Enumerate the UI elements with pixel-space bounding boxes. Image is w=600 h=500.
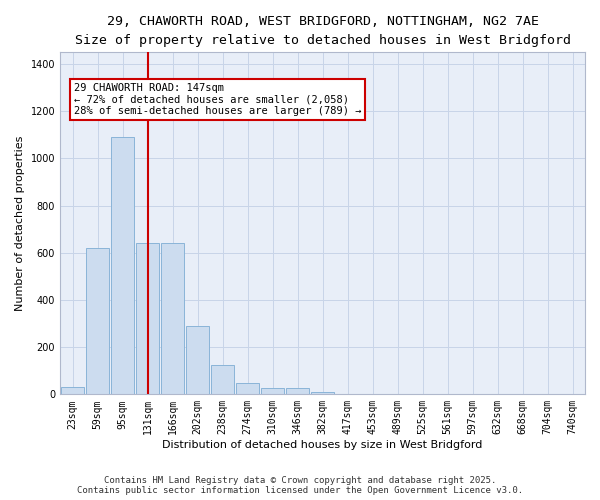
Y-axis label: Number of detached properties: Number of detached properties xyxy=(15,136,25,311)
Title: 29, CHAWORTH ROAD, WEST BRIDGFORD, NOTTINGHAM, NG2 7AE
Size of property relative: 29, CHAWORTH ROAD, WEST BRIDGFORD, NOTTI… xyxy=(74,15,571,47)
Bar xyxy=(286,388,309,394)
Bar xyxy=(61,388,84,394)
X-axis label: Distribution of detached houses by size in West Bridgford: Distribution of detached houses by size … xyxy=(163,440,483,450)
Bar xyxy=(211,365,234,394)
Bar xyxy=(261,388,284,394)
Bar xyxy=(161,244,184,394)
Bar xyxy=(186,326,209,394)
Bar xyxy=(136,244,159,394)
Bar xyxy=(236,382,259,394)
Bar xyxy=(86,248,109,394)
Text: 29 CHAWORTH ROAD: 147sqm
← 72% of detached houses are smaller (2,058)
28% of sem: 29 CHAWORTH ROAD: 147sqm ← 72% of detach… xyxy=(74,83,361,116)
Text: Contains HM Land Registry data © Crown copyright and database right 2025.
Contai: Contains HM Land Registry data © Crown c… xyxy=(77,476,523,495)
Bar xyxy=(111,137,134,394)
Bar xyxy=(311,392,334,394)
